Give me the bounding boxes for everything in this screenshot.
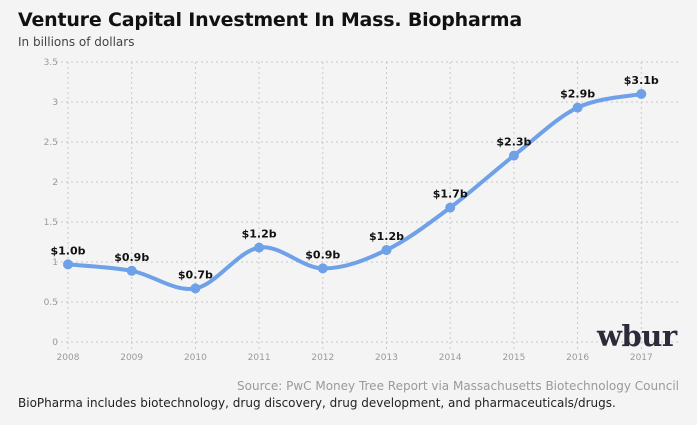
data-point: [508, 150, 519, 161]
y-tick-label: 3: [52, 98, 58, 108]
y-tick-label: 0.5: [44, 298, 58, 308]
x-tick-label: 2012: [311, 353, 334, 363]
y-tick-label: 0: [52, 338, 58, 348]
data-point: [572, 102, 583, 113]
data-label: $0.9b: [305, 248, 340, 261]
data-label: $1.2b: [242, 228, 277, 241]
chart-title: Venture Capital Investment In Mass. Biop…: [18, 9, 523, 31]
y-tick-label: 3.5: [44, 58, 58, 68]
x-tick-label: 2008: [57, 353, 80, 363]
data-label: $2.3b: [496, 136, 531, 149]
data-point: [190, 283, 201, 294]
x-tick-label: 2011: [248, 353, 271, 363]
y-tick-label: 1: [52, 258, 58, 268]
data-point: [445, 202, 456, 213]
chart-subtitle: In billions of dollars: [18, 35, 135, 49]
x-tick-label: 2015: [502, 353, 525, 363]
x-tick-label: 2010: [184, 353, 207, 363]
x-tick-label: 2009: [120, 353, 143, 363]
data-label: $0.7b: [178, 268, 213, 281]
wbur-logo: wbur: [597, 319, 677, 353]
footnote: BioPharma includes biotechnology, drug d…: [18, 396, 616, 410]
y-tick-label: 2: [52, 178, 58, 188]
data-point: [381, 245, 392, 255]
x-tick-label: 2017: [630, 353, 653, 363]
x-tick-label: 2016: [566, 353, 589, 363]
data-label: $1.7b: [433, 188, 468, 201]
x-tick-label: 2013: [375, 353, 398, 363]
data-point: [126, 265, 137, 276]
source-note: Source: PwC Money Tree Report via Massac…: [237, 379, 679, 393]
data-point: [636, 89, 647, 99]
x-tick-label: 2014: [439, 353, 462, 363]
data-label: $2.9b: [560, 88, 595, 101]
series-line: [66, 92, 644, 291]
data-label: $3.1b: [624, 74, 659, 87]
data-label: $1.0b: [50, 244, 85, 257]
y-tick-label: 1.5: [44, 218, 58, 228]
data-point: [63, 259, 73, 270]
data-point: [317, 263, 328, 274]
data-label: $0.9b: [114, 251, 149, 264]
data-point: [254, 242, 265, 253]
y-tick-label: 2.5: [44, 138, 58, 148]
data-label: $1.2b: [369, 230, 404, 243]
